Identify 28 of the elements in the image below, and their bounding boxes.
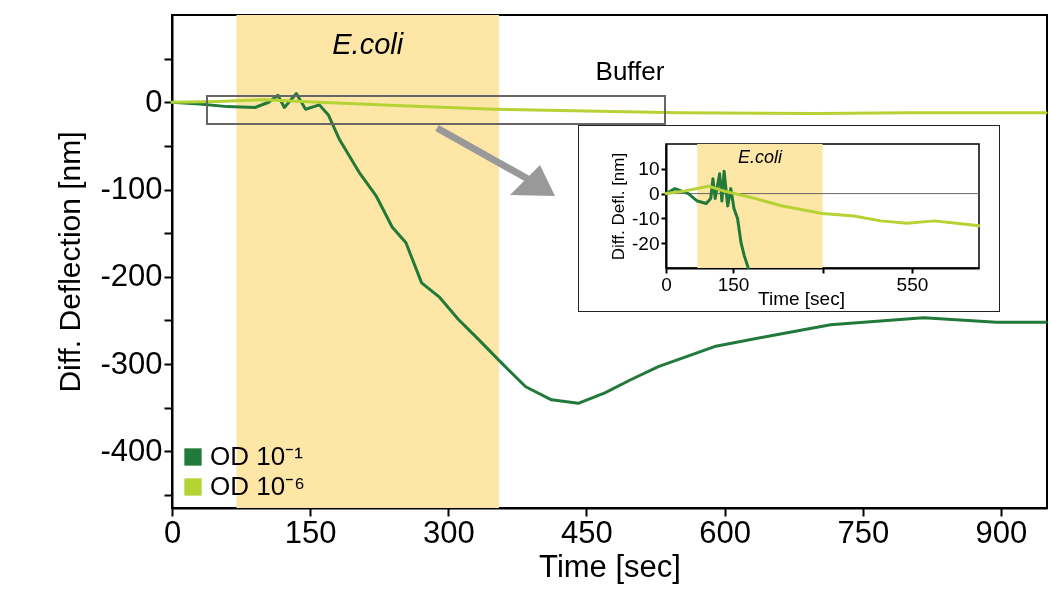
x-tick-label: 550 — [896, 273, 929, 295]
y-tick-label: -200 — [100, 258, 163, 294]
x-tick-label: 300 — [422, 514, 475, 550]
line-series — [170, 98, 1048, 116]
line-series — [664, 184, 981, 228]
band-label: E.coli — [737, 147, 783, 167]
x-tick-label: 450 — [561, 514, 613, 550]
y-tick-label: -400 — [100, 432, 163, 468]
band-label: E.coli — [332, 28, 405, 60]
x-axis-title: Time [sec] — [539, 548, 681, 584]
y-tick-label: -10 — [632, 207, 660, 229]
x-tick-label: 900 — [975, 514, 1028, 550]
y-axis-title: Diff. Defl. [nm] — [609, 152, 629, 261]
y-tick-label: 10 — [638, 158, 660, 180]
x-tick-label: 150 — [717, 273, 750, 295]
legend-label: OD 10⁻¹ — [210, 441, 304, 471]
y-tick-label: -100 — [100, 171, 163, 207]
y-tick-label: 0 — [145, 83, 163, 119]
y-axis-title: Diff. Deflection [nm] — [53, 131, 87, 393]
x-axis-title: Time [sec] — [758, 287, 845, 309]
x-tick-label: 150 — [284, 514, 337, 550]
x-tick-label: 600 — [699, 514, 751, 550]
x-tick-label: 750 — [837, 514, 890, 550]
y-tick-label: -300 — [100, 345, 163, 381]
legend-label: OD 10⁻⁶ — [210, 471, 305, 501]
annotation: Buffer — [595, 56, 665, 86]
y-tick-label: -20 — [632, 232, 660, 254]
y-tick-label: 0 — [648, 183, 660, 205]
